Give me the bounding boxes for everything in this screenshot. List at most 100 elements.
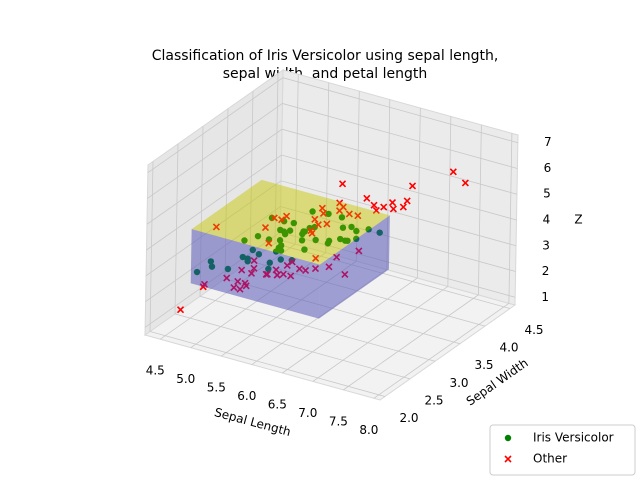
- point: [408, 182, 417, 190]
- point: [283, 212, 291, 220]
- point: [224, 265, 232, 273]
- point: [324, 240, 332, 247]
- grid-line: [251, 99, 391, 365]
- point: [230, 283, 238, 292]
- grid-line: [274, 73, 511, 309]
- point: [311, 265, 320, 273]
- point: [380, 203, 388, 211]
- legend-marker: [504, 455, 512, 463]
- point: [323, 220, 331, 228]
- z-tick-label: 5: [543, 187, 551, 201]
- z-tick-label: 2: [542, 264, 550, 278]
- point: [241, 237, 248, 244]
- point: [223, 274, 231, 282]
- point: [376, 229, 383, 236]
- grid-line: [199, 126, 436, 362]
- point: [281, 230, 289, 238]
- point: [250, 264, 258, 272]
- point: [338, 214, 346, 221]
- point: [354, 212, 362, 220]
- point: [247, 269, 256, 277]
- point: [273, 271, 281, 279]
- point: [263, 270, 271, 278]
- grid-line: [312, 116, 452, 382]
- grid-line: [343, 124, 482, 391]
- grid-line: [373, 133, 513, 399]
- point: [277, 242, 285, 249]
- legend-marker: [504, 434, 512, 442]
- point: [388, 198, 397, 207]
- grid-line: [146, 128, 518, 225]
- grid-line: [145, 180, 517, 277]
- legend-box: [489, 424, 636, 476]
- point: [272, 266, 280, 274]
- point: [461, 179, 469, 187]
- x-tick-label: 6.5: [268, 397, 287, 411]
- point: [249, 246, 256, 254]
- point: [325, 210, 332, 218]
- point: [363, 194, 371, 202]
- point: [272, 248, 280, 255]
- point: [286, 227, 294, 234]
- z-tick-label: 6: [544, 161, 552, 175]
- grid-line: [174, 143, 411, 380]
- legend-label: Iris Versicolor: [533, 431, 614, 445]
- region-face: [190, 229, 320, 319]
- point: [283, 261, 291, 269]
- y-tick-label: 4.5: [524, 323, 543, 337]
- point: [255, 251, 263, 258]
- legend-label: Other: [533, 452, 567, 466]
- point: [333, 253, 341, 261]
- x-tick-label: 7.5: [329, 414, 348, 428]
- point: [301, 266, 310, 275]
- point: [236, 285, 244, 293]
- point: [207, 258, 215, 265]
- point: [193, 268, 201, 276]
- point: [353, 235, 360, 243]
- x-tick-label: 5.0: [176, 372, 195, 386]
- point: [242, 282, 250, 290]
- y-tick-label: 3.0: [449, 376, 468, 390]
- point: [318, 204, 326, 212]
- point: [309, 208, 316, 215]
- point: [403, 197, 411, 205]
- point: [278, 216, 286, 224]
- point: [312, 236, 319, 244]
- point: [287, 272, 295, 280]
- x-tick-label: 8.0: [359, 423, 378, 437]
- point: [244, 258, 251, 265]
- point: [199, 283, 207, 291]
- point: [341, 270, 349, 278]
- point: [314, 221, 322, 229]
- point: [325, 263, 333, 271]
- grid-line: [147, 103, 518, 199]
- grid-line: [160, 74, 299, 340]
- chart-title: Classification of Iris Versicolor using …: [152, 48, 499, 82]
- x-tick-label: 5.5: [207, 381, 226, 395]
- point: [208, 263, 216, 270]
- point: [262, 270, 270, 278]
- z-tick-label: 7: [544, 135, 552, 149]
- region-face: [191, 179, 390, 265]
- x-tick-label: 6.0: [237, 389, 256, 403]
- grid-line: [147, 77, 518, 174]
- grid-line: [282, 107, 421, 374]
- point: [311, 215, 319, 223]
- grid-line: [221, 91, 360, 357]
- point: [290, 219, 298, 227]
- point: [399, 203, 407, 211]
- x-tick-label: 7.0: [298, 406, 317, 420]
- point: [212, 223, 220, 231]
- point: [339, 224, 347, 231]
- point: [298, 237, 306, 244]
- point: [277, 247, 285, 254]
- z-tick-label: 4: [543, 213, 551, 227]
- point: [266, 259, 273, 266]
- point: [270, 214, 278, 222]
- point: [365, 226, 372, 233]
- point: [265, 239, 273, 247]
- point: [265, 265, 272, 273]
- y-tick-label: 4.0: [499, 341, 518, 355]
